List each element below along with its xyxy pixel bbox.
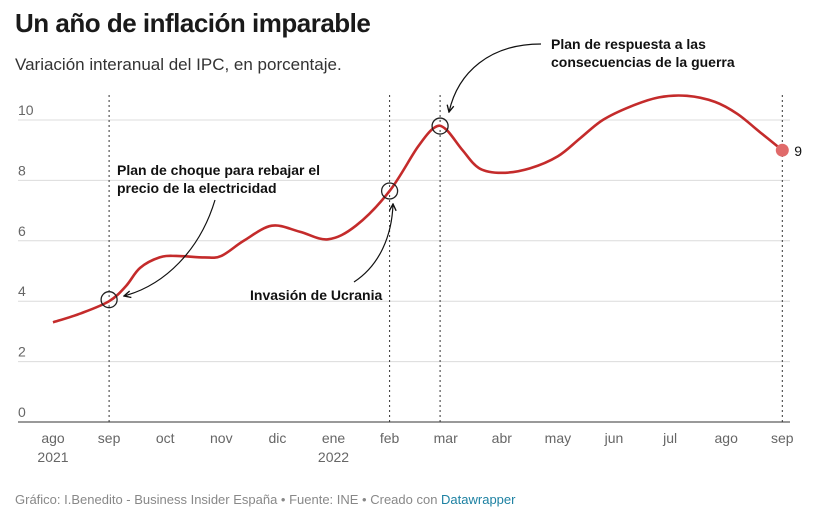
x-tick-label-ene: ene bbox=[322, 430, 346, 446]
arrow-plan-respuesta bbox=[449, 43, 542, 112]
x-tick-label-abr: abr bbox=[492, 430, 513, 446]
chart-footer: Gráfico: I.Benedito - Business Insider E… bbox=[15, 492, 515, 507]
y-tick-label-8: 8 bbox=[18, 162, 26, 178]
event-marker-0 bbox=[100, 291, 118, 309]
chart-subtitle: Variación interanual del IPC, en porcent… bbox=[15, 55, 342, 74]
arrow-plan-choque bbox=[124, 199, 216, 296]
x-tick-label-nov: nov bbox=[210, 430, 233, 446]
x-tick-label-sep: sep bbox=[771, 430, 794, 446]
x-tick-label-may: may bbox=[545, 430, 571, 446]
x-tick-label-dic: dic bbox=[268, 430, 286, 446]
end-point-label: 9 bbox=[794, 143, 802, 159]
y-tick-label-10: 10 bbox=[18, 102, 34, 118]
annotation-plan-choque: Plan de choque para rebajar el precio de… bbox=[117, 162, 324, 196]
event-marker-2 bbox=[431, 117, 449, 135]
y-tick-label-2: 2 bbox=[18, 344, 26, 360]
x-tick-label-feb: feb bbox=[380, 430, 400, 446]
x-tick-label-oct: oct bbox=[156, 430, 175, 446]
x-year-label-2022: 2022 bbox=[318, 449, 349, 465]
end-point-dot bbox=[775, 143, 789, 157]
chart-title: Un año de inflación imparable bbox=[15, 8, 371, 38]
series-line-ipc bbox=[52, 94, 784, 324]
x-tick-label-ago: ago bbox=[715, 430, 739, 446]
footer-credits: Gráfico: I.Benedito - Business Insider E… bbox=[15, 492, 442, 507]
y-tick-label-6: 6 bbox=[18, 223, 26, 239]
y-tick-label-4: 4 bbox=[18, 283, 26, 299]
x-tick-label-sep: sep bbox=[98, 430, 121, 446]
x-tick-label-jun: jun bbox=[604, 430, 624, 446]
annotation-plan-respuesta: Plan de respuesta a las consecuencias de… bbox=[551, 36, 735, 70]
x-tick-label-jul: jul bbox=[662, 430, 677, 446]
x-year-label-2021: 2021 bbox=[37, 449, 68, 465]
arrow-invasion-ucrania bbox=[353, 204, 393, 283]
annotation-invasion-ucrania: Invasión de Ucrania bbox=[250, 287, 382, 303]
y-tick-label-0: 0 bbox=[18, 404, 26, 420]
x-tick-label-ago: ago bbox=[41, 430, 65, 446]
x-tick-label-mar: mar bbox=[434, 430, 458, 446]
datawrapper-link[interactable]: Datawrapper bbox=[441, 492, 516, 507]
event-marker-1 bbox=[380, 182, 399, 200]
